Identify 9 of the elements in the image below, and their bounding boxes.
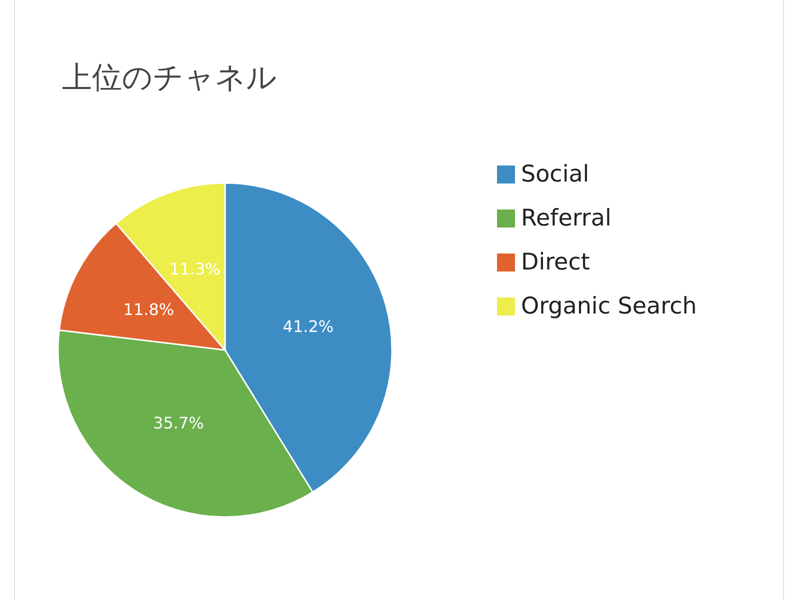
chart-title: 上位のチャネル: [62, 60, 277, 96]
legend-label: Direct: [521, 250, 590, 276]
data-label: 41.2%: [282, 316, 334, 336]
legend-label: Organic Search: [521, 294, 697, 320]
legend-label: Social: [521, 162, 590, 188]
data-label: 11.8%: [123, 300, 174, 319]
legend-label: Referral: [521, 206, 612, 232]
data-label: 35.7%: [153, 413, 204, 432]
data-label: 11.3%: [170, 259, 220, 278]
